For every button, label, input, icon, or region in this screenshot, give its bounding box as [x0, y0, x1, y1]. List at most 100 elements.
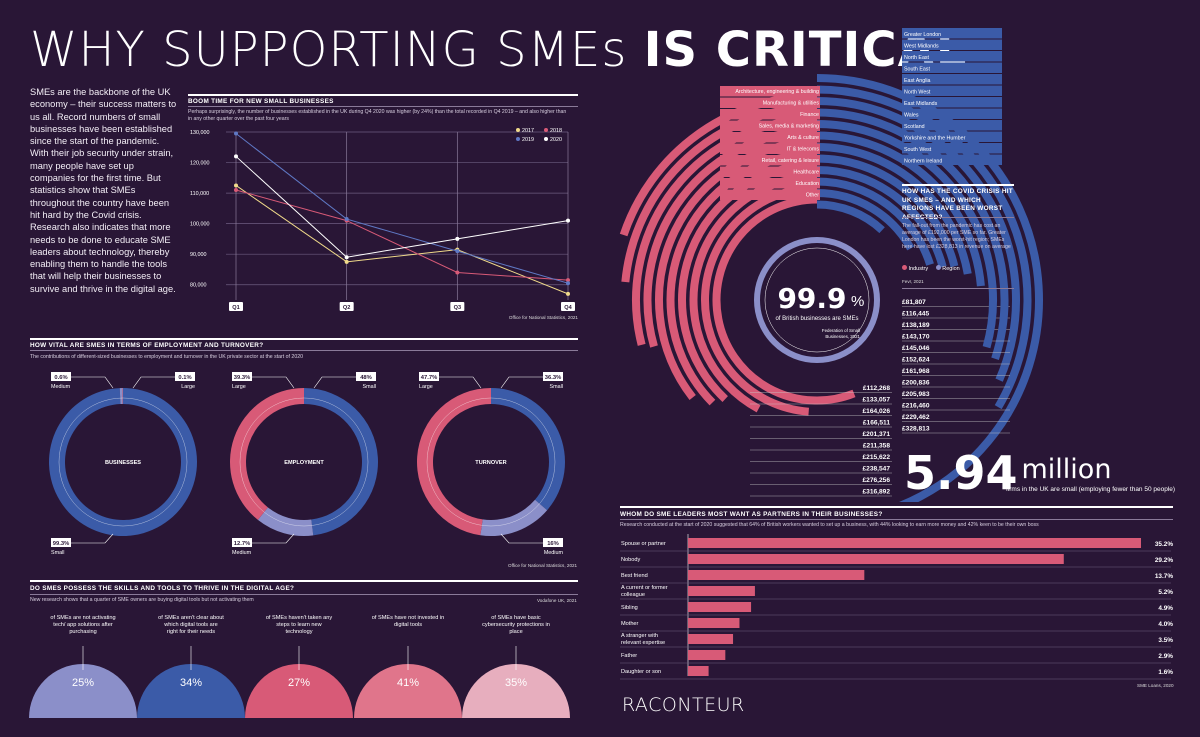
label-box: [232, 538, 252, 547]
region-value: £81,807: [902, 299, 926, 306]
y-tick-label: 130,000: [190, 130, 210, 136]
partner-label: Daughter or son: [621, 669, 661, 675]
region-value: £205,983: [902, 391, 930, 398]
industry-value: £276,256: [862, 477, 890, 484]
x-tick-label: Q1: [232, 305, 239, 311]
industry-value: £211,358: [863, 443, 890, 450]
partner-value: 13.7%: [1155, 573, 1173, 580]
donut-slice-large: [229, 388, 304, 520]
digital-text: of SMEs are not activating tech/ app solu…: [50, 615, 115, 635]
digital-text-line: of SMEs haven't taken any: [266, 615, 333, 621]
pct-label: 39.3%: [234, 375, 250, 381]
region-tag-bg: [902, 108, 1002, 119]
boom-rule-thin: [188, 106, 578, 107]
data-point-2019: [566, 281, 570, 286]
industry-tag-bg: [720, 178, 820, 189]
region-tag-bg: [902, 131, 1002, 142]
region-value: £200,836: [902, 380, 930, 387]
donut-slice-medium: [257, 507, 314, 536]
partner-label: Nobody: [621, 557, 640, 563]
label-box: [419, 372, 439, 381]
region-arc: [816, 85, 1032, 410]
partner-value: 1.6%: [1158, 669, 1173, 676]
industry-legend-label: Industry: [908, 266, 929, 272]
series-line-2018: [235, 189, 569, 281]
big-stat-source-1: Federation of Small: [822, 328, 860, 333]
segment-label: Medium: [544, 550, 564, 556]
digital-value: 35%: [505, 677, 527, 689]
region-value: £143,170: [902, 334, 930, 341]
digital-text: of SMEs have basic cybersecurity protecti…: [482, 615, 550, 635]
region-tag: North East: [904, 55, 930, 61]
partner-value: 5.2%: [1158, 589, 1173, 596]
digital-text-line: of SMEs have not invested in: [372, 615, 444, 621]
boom-subtitle: Perhaps surprisingly, the number of busi…: [188, 109, 567, 122]
pct-label: 12.7%: [234, 541, 250, 547]
industry-tag: Other: [806, 193, 819, 199]
y-tick-label: 120,000: [190, 161, 210, 167]
partner-value: 4.0%: [1158, 621, 1173, 628]
industry-arc: [712, 195, 856, 405]
region-arc: [816, 120, 997, 349]
region-value: £161,968: [902, 368, 930, 375]
leader-line: [313, 376, 356, 389]
region-tag-bg: [902, 143, 1002, 154]
region-value: £152,624: [902, 357, 930, 364]
industry-tag-bg: [720, 166, 820, 177]
partner-value: 35.2%: [1155, 541, 1173, 548]
segment-label: Large: [181, 384, 195, 390]
pct-label: 0.1%: [178, 375, 191, 381]
region-tag: North West: [904, 90, 931, 96]
partner-bar: [688, 634, 734, 644]
digital-value: 34%: [180, 677, 202, 689]
region-value: £116,445: [902, 311, 929, 318]
digital-title: DO SMES POSSESS THE SKILLS AND TOOLS TO …: [30, 585, 295, 592]
industry-tag-bg: [720, 109, 820, 120]
brand-logo: RACONTEUR: [622, 694, 745, 716]
digital-semicircle: [462, 664, 570, 718]
industry-value: £166,511: [863, 420, 890, 427]
segment-label: Small: [51, 550, 64, 556]
x-tick-box: [561, 302, 575, 311]
covid-legend: Industry Region: [902, 265, 960, 272]
industry-tag: Arts & culture: [787, 135, 819, 141]
industry-value: £164,026: [862, 408, 890, 415]
boom-title: BOOM TIME FOR NEW SMALL BUSINESSES: [188, 98, 334, 105]
leader-line: [252, 376, 295, 389]
digital-text-line: of SMEs aren't clear about: [158, 615, 224, 621]
partners-rule: [620, 506, 1173, 508]
industry-legend-dot: [902, 265, 907, 270]
pct-label: 0.6%: [54, 375, 67, 381]
legend-label: 2019: [522, 137, 534, 143]
digital-subtitle: New research shows that a quarter of SME…: [30, 597, 254, 603]
region-arc: [816, 166, 947, 268]
legend-label: 2017: [522, 128, 534, 134]
big-stat-pct: %: [851, 293, 864, 310]
region-tag: Yorkshire and the Humber: [904, 136, 966, 142]
pct-label: 16%: [547, 541, 559, 547]
digital-text-line: of SMEs have basic: [491, 615, 541, 621]
donut-slice-large: [416, 388, 491, 536]
partner-label: Father: [621, 653, 637, 659]
data-point-2020: [566, 218, 570, 223]
partner-label-line2: relevant expertise: [621, 640, 665, 646]
partner-bar: [688, 666, 709, 676]
x-tick-label: Q4: [564, 305, 572, 311]
region-value: £229,462: [902, 414, 930, 421]
partner-bar: [688, 618, 740, 628]
digital-text-line: of SMEs are not activating: [50, 615, 115, 621]
region-tag-bg: [902, 74, 1002, 85]
data-point-2018: [234, 188, 238, 193]
partners-source: SME Loans, 2020: [1137, 683, 1174, 688]
segment-label: Small: [550, 384, 563, 390]
donut-center-label: EMPLOYMENT: [284, 460, 324, 466]
y-tick-label: 110,000: [190, 191, 209, 197]
partners-title: WHOM DO SME LEADERS MOST WANT AS PARTNER…: [620, 511, 883, 518]
vital-subtitle: The contributions of different-sized bus…: [30, 354, 303, 360]
label-box: [175, 372, 195, 381]
x-tick-box: [339, 302, 354, 311]
region-value: £328,813: [902, 426, 930, 433]
x-tick-label: Q2: [343, 305, 350, 311]
covid-rule-2: [902, 288, 1014, 289]
pct-label: 47.7%: [421, 375, 437, 381]
